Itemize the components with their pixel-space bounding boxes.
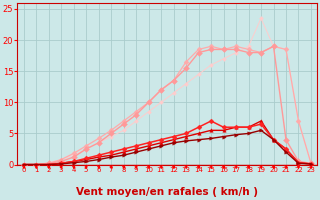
X-axis label: Vent moyen/en rafales ( km/h ): Vent moyen/en rafales ( km/h ) bbox=[76, 187, 258, 197]
